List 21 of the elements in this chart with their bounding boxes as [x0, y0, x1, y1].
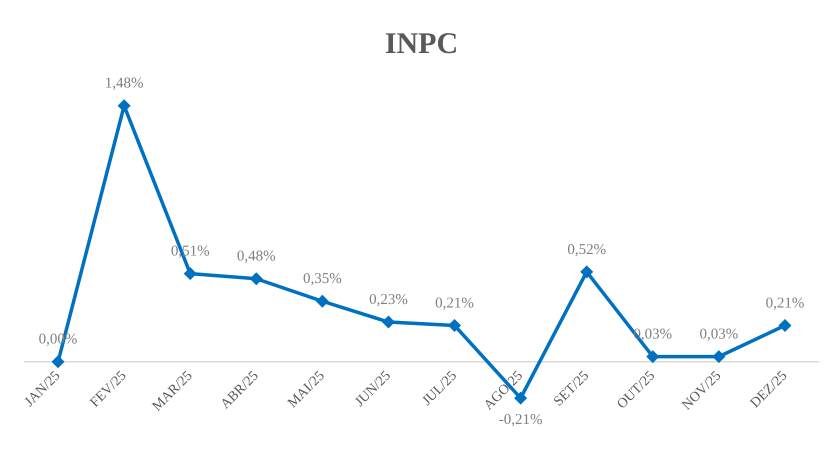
point	[52, 355, 65, 368]
point	[184, 267, 197, 280]
data-label: 0,35%	[303, 271, 342, 288]
data-label: 0,03%	[700, 326, 738, 343]
data-label: 0,21%	[435, 295, 474, 312]
point	[778, 318, 792, 332]
data-label: 0,21%	[766, 295, 804, 312]
data-label: 0,23%	[369, 292, 408, 308]
data-label: 0,48%	[236, 248, 276, 265]
point	[250, 272, 263, 286]
data-label: 1,48%	[104, 76, 144, 92]
point	[316, 294, 329, 308]
point	[646, 350, 660, 364]
point	[382, 316, 395, 329]
data-label: 0,52%	[567, 242, 606, 258]
data-label: -0,21%	[498, 412, 542, 428]
point	[580, 265, 594, 278]
chart-title: INPC	[384, 26, 458, 60]
point	[448, 318, 462, 332]
point	[712, 350, 726, 364]
point	[118, 99, 131, 112]
